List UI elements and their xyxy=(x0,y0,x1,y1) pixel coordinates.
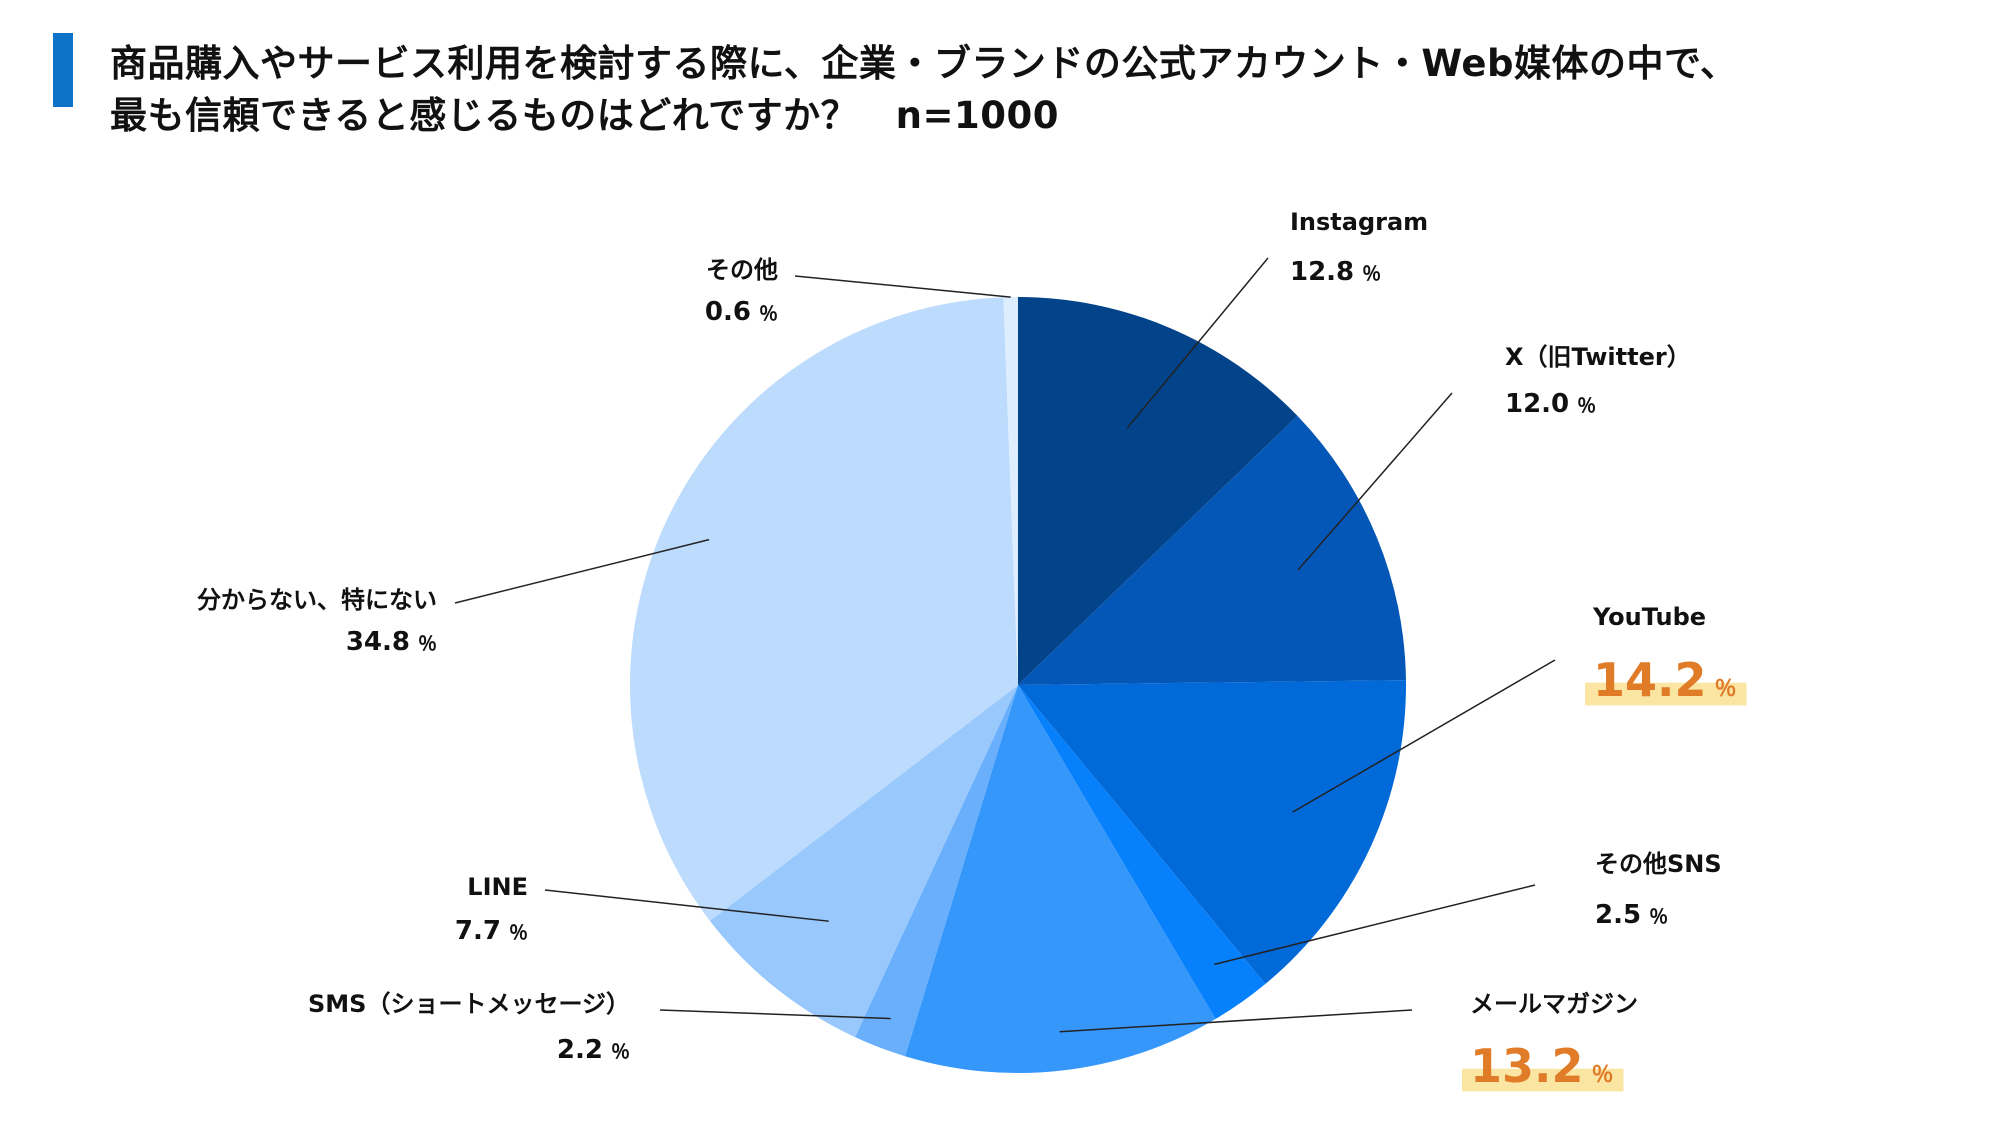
leader-line-x-twitter xyxy=(1297,392,1453,571)
pie-slice-sns xyxy=(1018,685,1266,1019)
slice-label-youtube: YouTube xyxy=(1592,603,1706,631)
leader-line-sms xyxy=(659,1009,891,1020)
slice-label-x-twitter: X（旧Twitter） xyxy=(1505,343,1691,371)
slice-label-instagram: Instagram xyxy=(1290,208,1428,236)
slice-label-slice-5: メールマガジン xyxy=(1470,990,1638,1018)
pie-slice-slice-8 xyxy=(629,297,1018,921)
leader-line-line xyxy=(544,889,829,922)
leader-line-slice-5 xyxy=(1059,1009,1413,1033)
slice-value-slice-5: 13.2 ％ xyxy=(1470,1039,1614,1093)
slice-label-sms: SMS（ショートメッセージ） xyxy=(308,990,630,1018)
pie-slice-x-twitter xyxy=(1018,415,1406,685)
slice-value-x-twitter: 12.0 ％ xyxy=(1505,389,1596,419)
chart-title-line-1: 商品購入やサービス利用を検討する際に、企業・ブランドの公式アカウント・Web媒体… xyxy=(110,42,1738,85)
pie-slices xyxy=(629,297,1406,1073)
slice-value-slice-9: 0.6 ％ xyxy=(705,297,778,327)
title-accent-bar xyxy=(53,33,73,107)
leader-lines xyxy=(454,257,1556,1033)
leader-line-slice-9 xyxy=(794,275,1011,298)
highlight-marker-slice-5 xyxy=(1462,1068,1624,1092)
leader-line-youtube xyxy=(1292,659,1556,813)
pie-slice-slice-9 xyxy=(1003,297,1018,685)
slice-value-slice-8: 34.8 ％ xyxy=(346,627,437,657)
slice-value-sms: 2.2 ％ xyxy=(557,1035,630,1065)
slice-labels: Instagram 12.8 ％ X（旧Twitter） 12.0 ％ YouTube 14.… xyxy=(197,208,1747,1093)
highlight-marker-youtube xyxy=(1585,682,1747,706)
leader-line-sns xyxy=(1214,884,1536,966)
slice-value-line: 7.7 ％ xyxy=(455,916,528,946)
slice-value-youtube: 14.2 ％ xyxy=(1593,653,1737,707)
pie-slice-youtube xyxy=(1018,680,1406,984)
slice-label-slice-8: 分からない、特にない xyxy=(197,586,437,614)
chart-title: 商品購入やサービス利用を検討する際に、企業・ブランドの公式アカウント・Web媒体… xyxy=(110,38,1970,142)
slice-value-sns: 2.5 ％ xyxy=(1595,900,1668,930)
pie-slice-line xyxy=(709,685,1018,1038)
pie-slice-slice-5 xyxy=(905,685,1216,1073)
slice-label-line: LINE xyxy=(467,873,528,901)
pie-slice-instagram xyxy=(1018,297,1298,685)
chart-title-line-2: 最も信頼できると感じるものはどれですか？ n=1000 xyxy=(110,94,1059,137)
leader-line-slice-8 xyxy=(454,538,710,604)
pie-slice-sms xyxy=(855,685,1018,1057)
slice-value-instagram: 12.8 ％ xyxy=(1290,257,1381,287)
leader-line-instagram xyxy=(1126,257,1269,429)
slice-label-slice-9: その他 xyxy=(706,256,778,284)
slice-label-sns: その他SNS xyxy=(1595,850,1722,878)
